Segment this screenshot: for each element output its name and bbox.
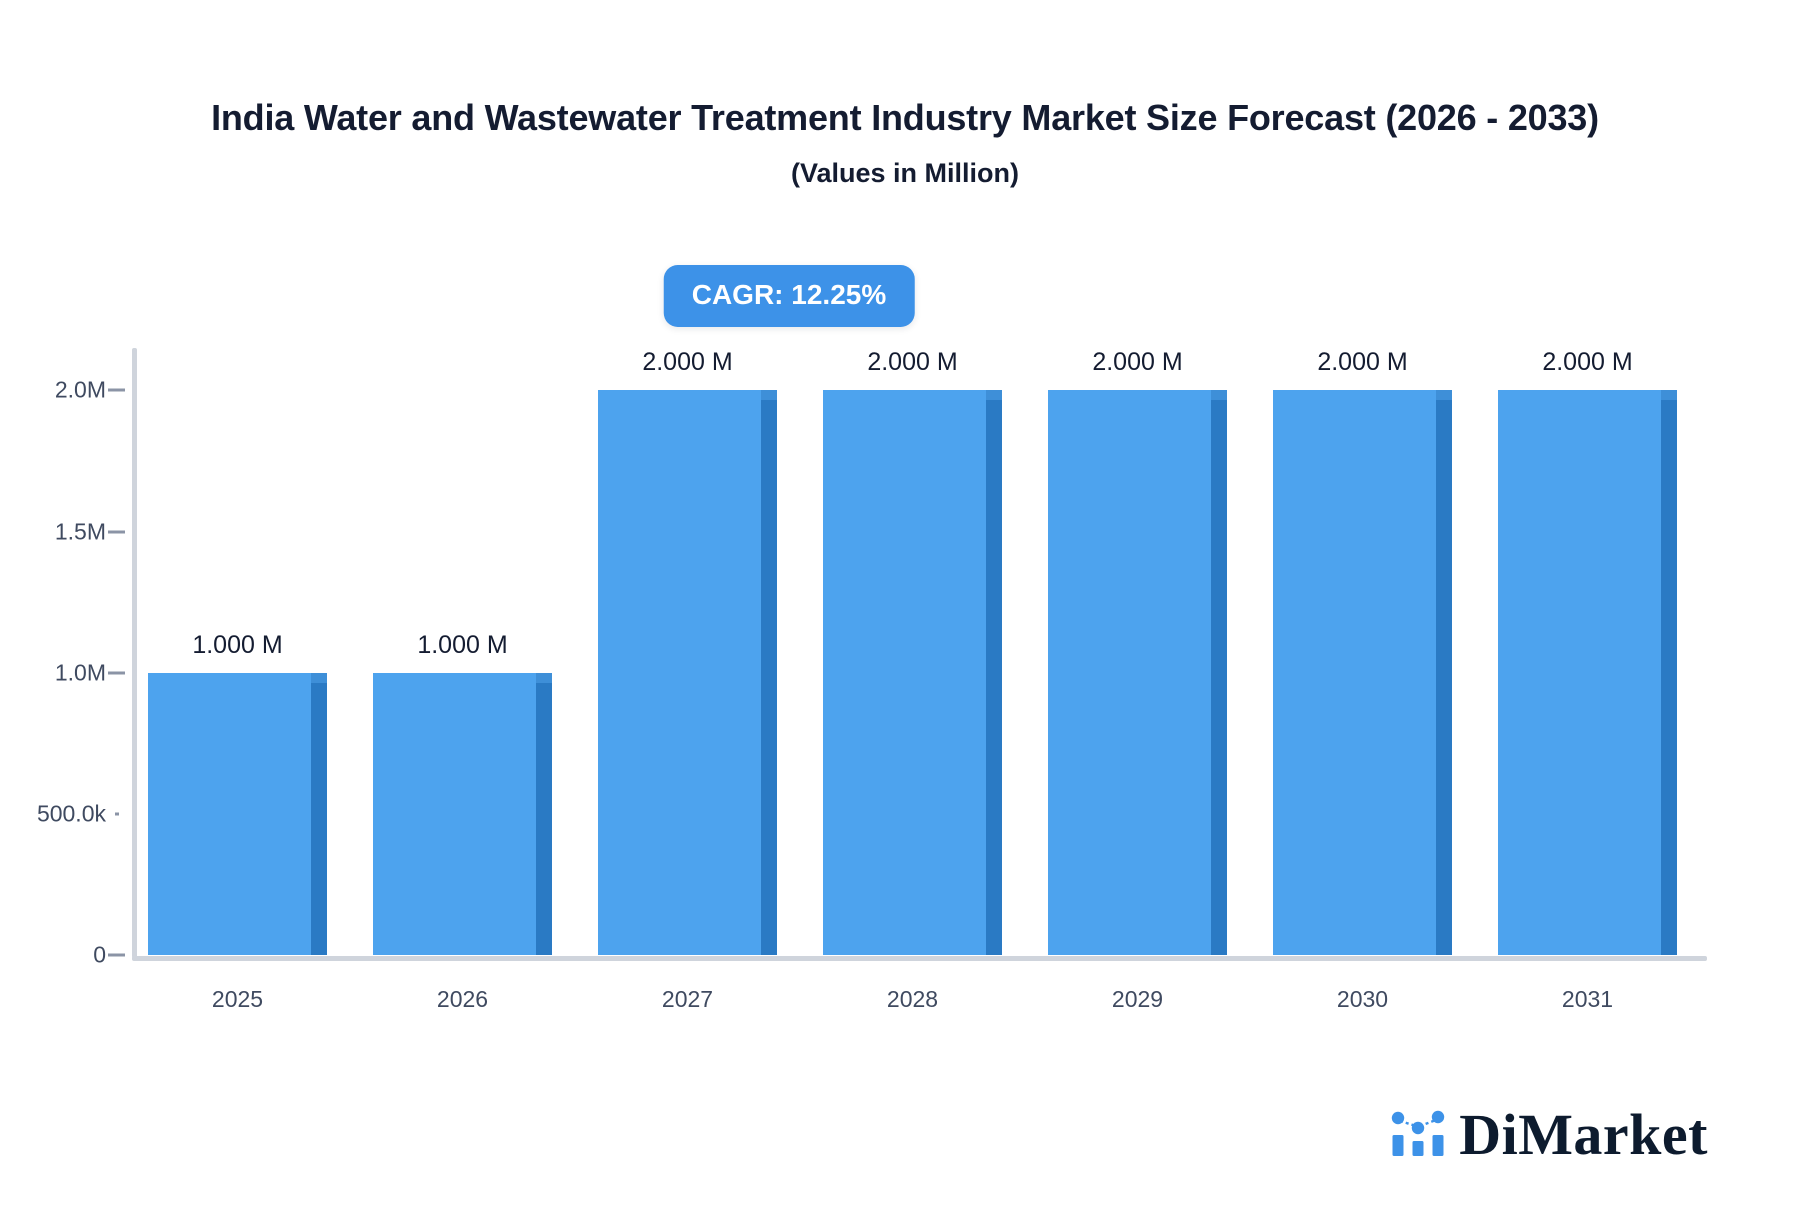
brand-name: DiMarket bbox=[1459, 1102, 1708, 1167]
chart-title: India Water and Wastewater Treatment Ind… bbox=[211, 97, 1599, 138]
x-axis-line bbox=[132, 956, 1707, 961]
bar-value-label: 1.000 M bbox=[192, 630, 283, 659]
bar-top-face bbox=[986, 390, 1002, 401]
y-axis-tick-mark bbox=[108, 671, 125, 675]
bar-side-face bbox=[536, 682, 552, 955]
y-axis-line bbox=[132, 348, 137, 958]
x-axis-tick-label: 2026 bbox=[436, 986, 489, 1012]
bar-side-face bbox=[1436, 400, 1452, 955]
y-axis-tick-label: 500.0k bbox=[36, 800, 106, 827]
bar-value-label: 2.000 M bbox=[867, 348, 958, 377]
bar-side-face bbox=[761, 400, 777, 955]
y-axis-tick-label: 0 bbox=[93, 941, 106, 968]
chart-header: India Water and Wastewater Treatment Ind… bbox=[130, 95, 1680, 189]
x-axis-tick-label: 2029 bbox=[1111, 986, 1164, 1012]
bar-side-face bbox=[986, 400, 1002, 955]
bar-value-label: 1.000 M bbox=[417, 630, 508, 659]
bar-value-label: 2.000 M bbox=[1317, 348, 1408, 377]
x-axis-tick-label: 2025 bbox=[211, 986, 264, 1012]
bars-layer: 1.000 M 1.000 M 2.000 M 2.000 M 2.000 M 2.000… bbox=[132, 348, 1707, 958]
bar-side-face bbox=[311, 682, 327, 955]
y-axis-tick-mark bbox=[108, 388, 125, 392]
cagr-badge: CAGR: 12.25% bbox=[663, 265, 915, 327]
x-axis-tick-label: 2027 bbox=[661, 986, 714, 1012]
bar-top-face bbox=[761, 390, 777, 401]
bar-front-face bbox=[598, 390, 761, 955]
bar-front-face bbox=[823, 390, 986, 955]
brand-logo: DiMarket bbox=[1391, 1106, 1708, 1164]
bar-2026[interactable] bbox=[373, 672, 552, 955]
bar-front-face bbox=[373, 672, 536, 955]
bar-value-label: 2.000 M bbox=[1092, 348, 1183, 377]
bar-value-label: 2.000 M bbox=[642, 348, 733, 377]
bar-2027[interactable] bbox=[598, 390, 777, 955]
bar-side-face bbox=[1211, 400, 1227, 955]
bar-front-face bbox=[1048, 390, 1211, 955]
bar-side-face bbox=[1661, 400, 1677, 955]
bar-value-label: 2.000 M bbox=[1542, 348, 1633, 377]
y-axis-tick-mark bbox=[115, 812, 119, 816]
bar-2025[interactable] bbox=[148, 672, 327, 955]
bar-2031[interactable] bbox=[1498, 390, 1677, 955]
bar-front-face bbox=[148, 672, 311, 955]
bar-2028[interactable] bbox=[823, 390, 1002, 955]
y-axis-tick-mark bbox=[108, 530, 125, 533]
bar-top-face bbox=[1661, 390, 1677, 401]
x-axis-tick-label: 2031 bbox=[1561, 986, 1614, 1012]
chart-subtitle: (Values in Million) bbox=[790, 158, 1020, 189]
plot-area: 1.000 M 1.000 M 2.000 M 2.000 M 2.000 M 2.000… bbox=[132, 348, 1707, 1012]
y-axis-tick-label: 1.0M bbox=[54, 659, 106, 686]
bar-top-face bbox=[311, 672, 327, 683]
bar-front-face bbox=[1273, 390, 1436, 955]
y-axis-tick-label: 1.5M bbox=[54, 518, 106, 544]
bar-chart-icon bbox=[1391, 1108, 1445, 1163]
bar-2030[interactable] bbox=[1273, 390, 1452, 955]
x-axis-tick-label: 2028 bbox=[886, 986, 939, 1012]
bar-top-face bbox=[1211, 390, 1227, 401]
y-axis-tick-mark bbox=[108, 953, 125, 957]
bar-2029[interactable] bbox=[1048, 390, 1227, 955]
bar-top-face bbox=[536, 672, 552, 683]
bar-top-face bbox=[1436, 390, 1452, 401]
y-axis-tick-label: 2.0M bbox=[54, 376, 106, 403]
bar-front-face bbox=[1498, 390, 1661, 955]
x-axis-tick-label: 2030 bbox=[1336, 986, 1389, 1012]
